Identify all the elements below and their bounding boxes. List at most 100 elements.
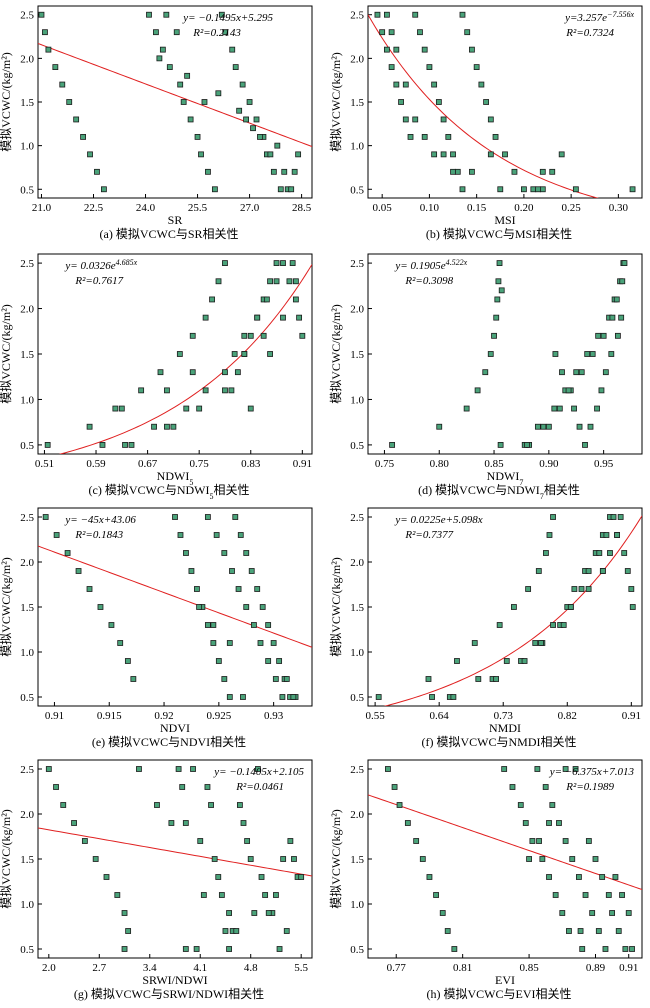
data-point xyxy=(619,278,626,285)
data-point xyxy=(493,314,500,321)
data-point xyxy=(624,568,631,574)
x-tick-label: 0.90 xyxy=(539,458,559,470)
y-tick-label: 1.0 xyxy=(350,141,364,153)
data-point xyxy=(205,168,211,175)
data-point xyxy=(53,784,59,790)
y-tick-label: 2.5 xyxy=(350,512,364,524)
data-point xyxy=(521,658,528,664)
data-point xyxy=(236,107,243,114)
y-tick-label: 2.0 xyxy=(20,809,34,821)
data-point xyxy=(283,928,290,934)
y-tick-label: 0.5 xyxy=(350,944,364,956)
data-point xyxy=(567,604,574,610)
data-point xyxy=(582,442,588,448)
y-tick-label: 0.5 xyxy=(350,440,364,452)
x-tick-label: 0.25 xyxy=(562,202,582,214)
data-point xyxy=(177,532,184,538)
x-tick-label: 0.85 xyxy=(519,962,539,974)
data-point xyxy=(42,514,49,520)
x-tick-label: 0.91 xyxy=(293,458,312,470)
data-point xyxy=(66,99,73,105)
data-point xyxy=(571,405,577,412)
data-point xyxy=(128,442,135,448)
data-point xyxy=(272,676,279,682)
data-point xyxy=(250,125,256,132)
data-point xyxy=(257,134,263,140)
data-point xyxy=(288,186,295,193)
data-point xyxy=(296,314,303,321)
data-point xyxy=(280,314,286,321)
data-point xyxy=(628,586,635,592)
y-tick-label: 2.0 xyxy=(350,53,364,65)
data-point xyxy=(154,802,160,808)
data-point xyxy=(209,296,215,303)
panel-caption: (h) 模拟VCWC与EVI相关性 xyxy=(427,987,572,1001)
data-point xyxy=(86,586,93,592)
data-point xyxy=(550,514,556,520)
data-point xyxy=(474,387,481,394)
y-tick-label: 2.5 xyxy=(350,258,364,270)
data-point xyxy=(241,332,248,339)
data-point xyxy=(204,622,211,628)
data-point xyxy=(614,332,621,339)
data-point xyxy=(241,351,248,357)
data-point xyxy=(215,658,222,664)
data-point xyxy=(237,532,244,538)
y-tick-label: 2.0 xyxy=(350,304,364,316)
x-tick-label: 28.5 xyxy=(292,202,312,214)
r-squared: R²=0.2143 xyxy=(192,27,241,39)
data-point xyxy=(187,116,194,123)
data-point xyxy=(538,640,544,646)
data-point xyxy=(389,442,396,448)
data-point xyxy=(578,586,585,592)
y-tick-label: 2.5 xyxy=(350,764,364,776)
data-point xyxy=(463,405,470,412)
data-point xyxy=(267,151,274,158)
panel-caption: (e) 模拟VCWC与NDVI相关性 xyxy=(92,735,246,749)
regression-equation: y= −6.375x+7.013 xyxy=(549,766,635,778)
data-point xyxy=(229,46,236,53)
data-point xyxy=(222,928,229,934)
data-point xyxy=(130,676,137,682)
y-tick-label: 0.5 xyxy=(20,184,34,196)
data-point xyxy=(444,928,451,934)
data-point xyxy=(572,186,579,193)
data-point xyxy=(587,423,594,430)
data-point xyxy=(59,81,66,88)
data-point xyxy=(204,514,211,520)
data-point xyxy=(509,784,516,790)
data-point xyxy=(454,168,461,175)
data-point xyxy=(234,369,241,376)
data-point xyxy=(255,766,261,772)
data-point xyxy=(599,874,606,880)
data-point xyxy=(232,64,239,70)
data-point xyxy=(578,369,585,376)
x-tick-label: 0.91 xyxy=(45,710,64,722)
x-tick-label: 0.89 xyxy=(586,962,606,974)
data-point xyxy=(396,802,403,808)
chart-panel-6: 0.5 1.0 1.5 2.0 2.5 0.55 0.64 0.73 0.82 0.91 NMDI 模… xyxy=(329,507,643,749)
fit-line xyxy=(38,545,312,648)
data-point xyxy=(388,64,395,70)
chart-panel-5: 0.5 1.0 1.5 2.0 2.5 0.91 0.915 0.92 0.925 0.93 NDV… xyxy=(0,507,313,749)
data-point xyxy=(60,802,67,808)
data-point xyxy=(492,134,499,140)
data-point xyxy=(487,351,494,357)
y-tick-label: 2.5 xyxy=(20,512,34,524)
fit-line xyxy=(38,827,312,877)
data-point xyxy=(202,387,209,394)
data-point xyxy=(197,838,204,844)
data-point xyxy=(75,568,82,574)
x-tick-label: 25.5 xyxy=(188,202,208,214)
x-tick-label: 0.81 xyxy=(453,962,472,974)
data-point xyxy=(388,29,395,36)
data-point xyxy=(576,423,583,430)
fit-line xyxy=(38,43,312,148)
data-point xyxy=(211,856,218,862)
data-point xyxy=(450,168,456,175)
data-point xyxy=(189,369,196,376)
data-point xyxy=(265,910,272,916)
data-point xyxy=(584,351,591,357)
y-tick-label: 0.5 xyxy=(350,184,364,196)
